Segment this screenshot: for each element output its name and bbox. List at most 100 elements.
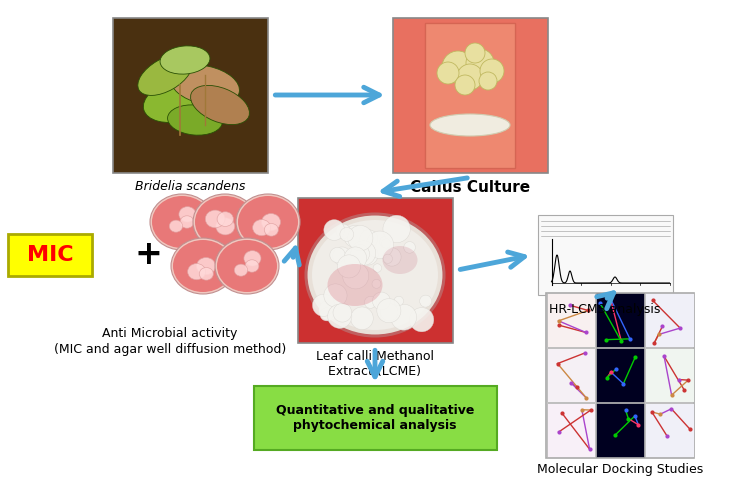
Ellipse shape <box>180 216 194 228</box>
Text: Anti Microbial activity
(MIC and agar well diffusion method): Anti Microbial activity (MIC and agar we… <box>54 327 286 355</box>
Ellipse shape <box>430 114 510 136</box>
Circle shape <box>320 308 333 321</box>
Circle shape <box>336 224 351 239</box>
FancyBboxPatch shape <box>645 403 694 457</box>
Circle shape <box>466 49 494 77</box>
Text: Callus Culture: Callus Culture <box>410 181 530 196</box>
FancyBboxPatch shape <box>8 234 92 276</box>
Circle shape <box>333 299 343 309</box>
Text: MIC: MIC <box>27 245 74 265</box>
Circle shape <box>437 62 459 84</box>
Circle shape <box>455 75 475 95</box>
Circle shape <box>380 303 398 321</box>
FancyBboxPatch shape <box>596 348 644 402</box>
Ellipse shape <box>171 238 235 294</box>
Circle shape <box>360 230 378 248</box>
Circle shape <box>442 51 474 83</box>
FancyBboxPatch shape <box>298 198 452 342</box>
FancyBboxPatch shape <box>546 292 694 458</box>
Circle shape <box>364 296 376 308</box>
Text: Quantitative and qualitative
phytochemical analysis: Quantitative and qualitative phytochemic… <box>276 404 474 432</box>
Circle shape <box>366 231 394 258</box>
Circle shape <box>383 254 392 263</box>
Ellipse shape <box>236 194 300 250</box>
FancyBboxPatch shape <box>645 293 694 347</box>
Circle shape <box>465 43 485 63</box>
FancyBboxPatch shape <box>645 348 694 402</box>
Circle shape <box>344 226 365 247</box>
Circle shape <box>313 294 334 316</box>
Circle shape <box>328 304 352 328</box>
Ellipse shape <box>143 77 217 122</box>
Text: +: + <box>134 239 162 271</box>
Text: HR-LCMS analysis: HR-LCMS analysis <box>549 303 661 316</box>
FancyBboxPatch shape <box>547 403 595 457</box>
Circle shape <box>373 292 390 310</box>
Ellipse shape <box>179 207 196 222</box>
FancyBboxPatch shape <box>392 17 548 173</box>
Circle shape <box>480 59 504 83</box>
Circle shape <box>333 303 352 322</box>
Ellipse shape <box>306 214 444 336</box>
FancyBboxPatch shape <box>112 17 268 173</box>
Ellipse shape <box>253 220 271 236</box>
Circle shape <box>372 279 381 288</box>
Ellipse shape <box>244 250 261 266</box>
Circle shape <box>319 300 339 320</box>
Circle shape <box>324 284 347 307</box>
Ellipse shape <box>234 264 248 276</box>
FancyBboxPatch shape <box>538 215 673 295</box>
Ellipse shape <box>217 240 277 292</box>
Ellipse shape <box>262 214 280 231</box>
Circle shape <box>330 248 345 262</box>
Ellipse shape <box>382 246 418 274</box>
FancyBboxPatch shape <box>425 22 515 168</box>
FancyBboxPatch shape <box>254 386 496 450</box>
Ellipse shape <box>170 65 239 105</box>
Circle shape <box>420 295 431 307</box>
Circle shape <box>351 245 370 263</box>
Circle shape <box>380 310 390 320</box>
Ellipse shape <box>238 196 298 248</box>
Text: Bridelia scandens: Bridelia scandens <box>135 181 245 194</box>
Circle shape <box>383 215 410 243</box>
Ellipse shape <box>173 240 233 292</box>
Ellipse shape <box>215 238 279 294</box>
Ellipse shape <box>170 220 183 232</box>
FancyBboxPatch shape <box>547 293 595 347</box>
Ellipse shape <box>216 218 235 235</box>
Ellipse shape <box>264 224 278 236</box>
Circle shape <box>343 263 369 289</box>
FancyBboxPatch shape <box>596 403 644 457</box>
Ellipse shape <box>217 212 233 227</box>
Circle shape <box>391 304 416 330</box>
Ellipse shape <box>245 260 259 272</box>
Circle shape <box>338 255 361 278</box>
FancyBboxPatch shape <box>596 293 644 347</box>
Circle shape <box>404 242 416 253</box>
Circle shape <box>376 298 401 323</box>
Ellipse shape <box>193 194 257 250</box>
Circle shape <box>351 307 374 329</box>
Circle shape <box>348 226 373 251</box>
Circle shape <box>479 72 497 90</box>
Ellipse shape <box>196 257 215 274</box>
Ellipse shape <box>167 105 223 135</box>
Ellipse shape <box>312 220 438 330</box>
Circle shape <box>351 241 376 265</box>
Ellipse shape <box>206 210 225 228</box>
Circle shape <box>358 245 378 265</box>
Ellipse shape <box>190 85 250 125</box>
Circle shape <box>394 296 404 306</box>
Text: Leaf calli Methanol
Extract (LCME): Leaf calli Methanol Extract (LCME) <box>316 350 434 379</box>
Ellipse shape <box>188 263 206 280</box>
Ellipse shape <box>150 194 214 250</box>
FancyBboxPatch shape <box>547 348 595 402</box>
Ellipse shape <box>138 54 192 95</box>
Ellipse shape <box>160 46 210 74</box>
Circle shape <box>340 228 354 242</box>
Ellipse shape <box>200 267 213 280</box>
Circle shape <box>457 64 483 90</box>
Circle shape <box>382 239 391 248</box>
Circle shape <box>410 307 434 332</box>
